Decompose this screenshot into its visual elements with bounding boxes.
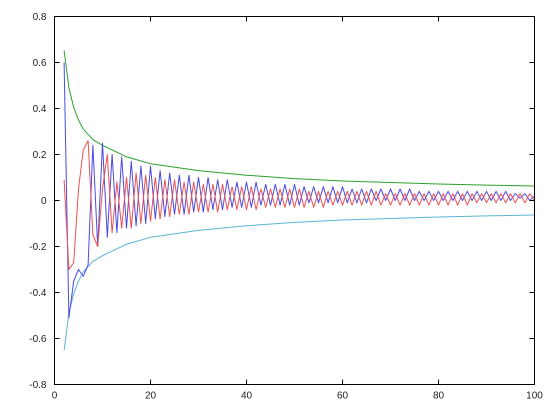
y-tick-label: 0: [41, 196, 47, 207]
y-tick-label: -0.4: [29, 288, 47, 299]
x-tick-label: 40: [241, 391, 253, 402]
y-tick-label: -0.2: [29, 242, 47, 253]
y-tick-label: 0.6: [33, 58, 47, 69]
ticks-layer: 0 20 40 60 80 100 -0.8 -0.6 -0.4 -0.2 0 0.2 0.4 0.6 0.…: [29, 12, 543, 402]
series-line-3: [63, 140, 535, 270]
y-tick-label: -0.6: [29, 334, 47, 345]
x-tick-label: 80: [433, 391, 445, 402]
series-layer: [63, 50, 535, 351]
series-line-0: [63, 50, 535, 187]
y-tick-label: 0.4: [33, 104, 47, 115]
x-tick-label: 20: [145, 391, 157, 402]
x-tick-label: 60: [337, 391, 349, 402]
series-line-1: [63, 214, 535, 351]
x-tick-label: 100: [526, 391, 543, 402]
y-tick-label: 0.8: [33, 12, 47, 23]
series-line-2: [63, 62, 535, 319]
y-tick-label: 0.2: [33, 150, 47, 161]
y-tick-label: -0.8: [29, 380, 47, 391]
x-tick-label: 0: [52, 391, 58, 402]
